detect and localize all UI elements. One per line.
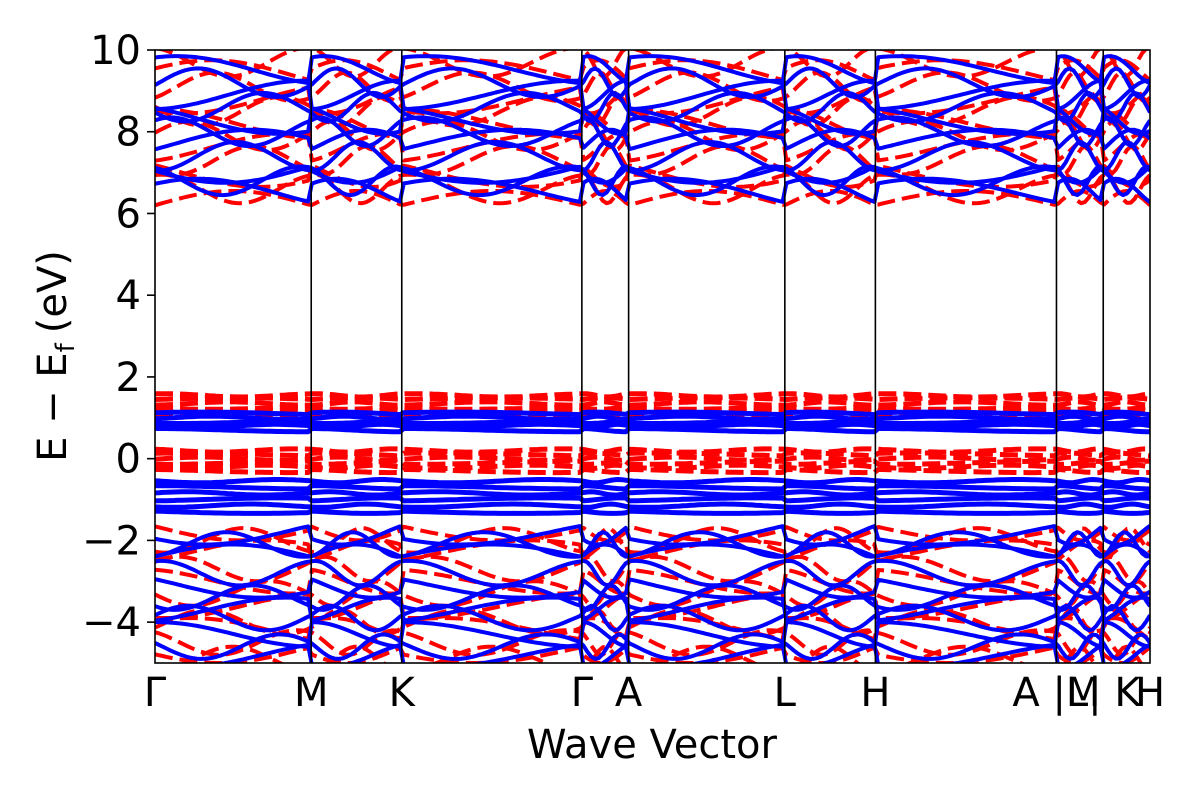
band-line-38 [155,164,1150,185]
band-line-16 [155,395,1150,402]
band-line-20 [155,458,1150,467]
band-line-58 [155,524,1150,547]
band-line-18 [155,466,1150,476]
band-line-11 [155,50,1150,79]
band-line-55 [155,489,1150,498]
y-tick-label-6: 8 [116,110,141,156]
band-line-46 [155,54,1150,86]
y-axis-label-subscript: f [51,342,81,352]
band-line-53 [155,501,1150,510]
bands-layer [155,50,1150,663]
x-tick-label-4: A [615,670,643,716]
band-line-34 [155,645,1150,663]
y-tick-label-2: 0 [116,437,141,483]
y-axis-label-main: E − E [30,352,76,462]
band-line-22 [155,450,1150,459]
band-line-10 [155,58,1150,83]
band-line-39 [155,140,1150,173]
band-line-23 [155,446,1150,455]
band-line-9 [155,70,1150,104]
band-line-52 [155,508,1150,516]
band-line-66 [155,620,1150,649]
x-tick-label-7: A |M [1012,670,1100,716]
band-line-57 [155,477,1150,486]
x-tick-label-8: L| K [1066,670,1142,716]
band-line-67 [155,632,1150,661]
y-axis-ticks: −4 −2 0 2 4 6 8 10 [82,28,155,646]
band-line-48 [155,421,1150,431]
y-tick-label-1: −2 [82,518,141,564]
band-line-4 [155,131,1150,163]
band-line-62 [155,577,1150,600]
band-line-6 [155,107,1150,140]
band-line-21 [155,454,1150,463]
kpoint-separator-lines [310,50,1105,663]
x-tick-label-2: K [389,670,417,716]
band-line-43 [155,90,1150,124]
x-tick-label-3: Γ [571,670,594,716]
y-tick-label-0: −4 [82,600,141,646]
band-line-19 [155,462,1150,471]
x-tick-label-5: L [774,670,797,716]
band-line-14 [155,404,1150,412]
y-axis-label: E − Ef (eV) [30,250,81,462]
band-line-15 [155,399,1150,408]
band-line-33 [155,628,1150,657]
band-line-0 [155,189,1150,208]
band-line-28 [155,567,1150,596]
band-line-51 [155,409,1150,418]
y-tick-label-5: 6 [116,191,141,237]
y-axis-label-unit: (eV) [30,250,76,333]
x-tick-label-6: H [860,670,890,716]
y-tick-label-3: 2 [116,355,141,401]
plot-frame [154,49,1151,664]
band-line-49 [155,417,1150,426]
band-line-35 [180,644,1144,663]
band-line-45 [155,66,1150,99]
band-line-64 [155,595,1150,623]
x-axis-label: Wave Vector [527,722,778,768]
band-line-50 [155,413,1150,422]
band-line-17 [155,391,1150,400]
x-tick-label-0: Γ [144,670,167,716]
y-tick-label-7: 10 [90,28,141,74]
y-tick-label-4: 4 [116,273,141,319]
x-tick-label-9: H [1135,670,1165,716]
band-line-56 [155,483,1150,492]
x-tick-label-1: M [294,670,329,716]
band-line-42 [155,106,1150,136]
band-line-65 [155,603,1150,633]
band-line-68 [213,642,1150,663]
band-line-60 [155,542,1150,559]
band-line-54 [155,495,1150,504]
band-line-27 [155,554,1150,584]
